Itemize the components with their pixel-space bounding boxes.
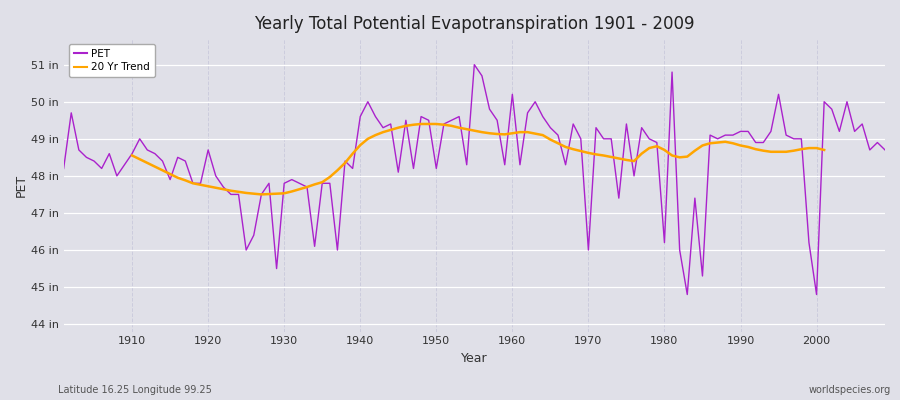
Title: Yearly Total Potential Evapotranspiration 1901 - 2009: Yearly Total Potential Evapotranspiratio… xyxy=(254,15,695,33)
Legend: PET, 20 Yr Trend: PET, 20 Yr Trend xyxy=(68,44,155,78)
Text: Latitude 16.25 Longitude 99.25: Latitude 16.25 Longitude 99.25 xyxy=(58,385,212,395)
X-axis label: Year: Year xyxy=(461,352,488,365)
Y-axis label: PET: PET xyxy=(15,174,28,197)
Text: worldspecies.org: worldspecies.org xyxy=(809,385,891,395)
